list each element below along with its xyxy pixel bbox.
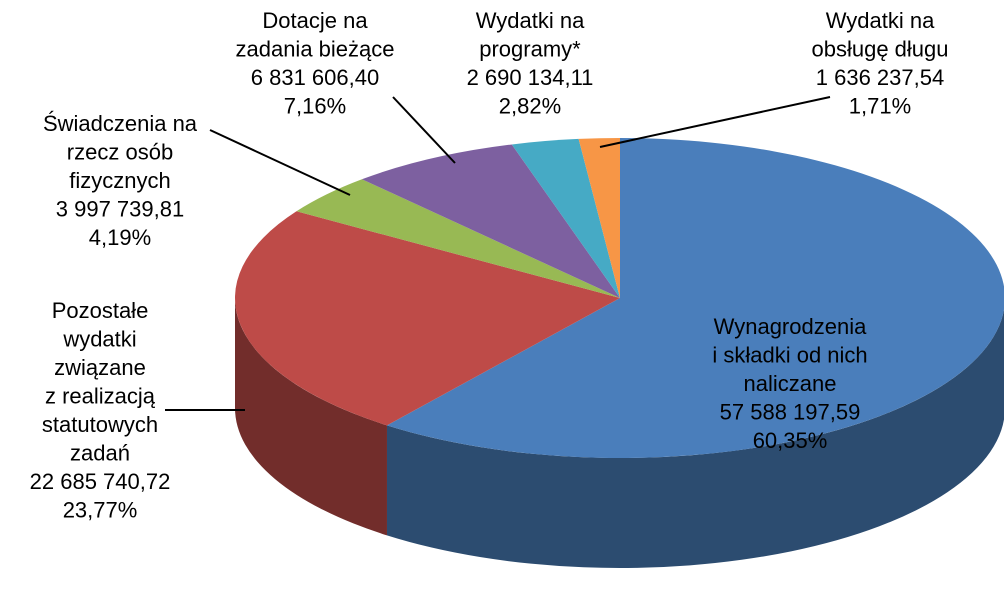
category-label: Wynagrodzenia i składki od nich naliczane	[712, 314, 867, 396]
value-label: 22 685 740,72	[30, 469, 171, 494]
value-label: 57 588 197,59	[720, 399, 861, 424]
pie-slice	[361, 144, 620, 298]
percentage-label: 2,82%	[499, 93, 561, 118]
percentage-label: 4,19%	[89, 225, 151, 250]
percentage-label: 60,35%	[753, 428, 828, 453]
leader-lines	[165, 96, 831, 411]
pie-slice	[386, 138, 1004, 458]
labels: Wynagrodzenia i składki od nich naliczane 5…	[30, 8, 949, 523]
leader-line	[599, 96, 831, 148]
category-label: Świadczenia na rzecz osób fizycznych	[43, 111, 198, 193]
pie-tops	[235, 138, 1004, 458]
percentage-label: 1,71%	[849, 93, 911, 118]
value-label: 6 831 606,40	[251, 65, 379, 90]
category-label: Dotacje na zadania bieżące	[235, 8, 394, 62]
leader-line	[209, 129, 351, 196]
pie-slice	[578, 138, 620, 298]
value-label: 3 997 739,81	[56, 196, 184, 221]
value-label: 2 690 134,11	[467, 65, 594, 90]
category-label: Wydatki na obsługę długu	[811, 8, 948, 62]
pie-sides	[234, 298, 1004, 568]
value-label: 1 636 237,54	[816, 65, 944, 90]
pie-slice	[235, 211, 620, 426]
pie-slice	[296, 179, 620, 298]
category-label: Wydatki na programy*	[476, 8, 585, 62]
category-label: Pozostałe wydatki związane z realizacją stat…	[42, 298, 158, 466]
pie-slice-side	[234, 298, 387, 536]
pie-slice	[511, 138, 620, 298]
percentage-label: 23,77%	[63, 497, 138, 522]
pie-slice-side	[386, 309, 1004, 568]
leader-line	[392, 96, 456, 164]
percentage-label: 7,16%	[284, 93, 346, 118]
